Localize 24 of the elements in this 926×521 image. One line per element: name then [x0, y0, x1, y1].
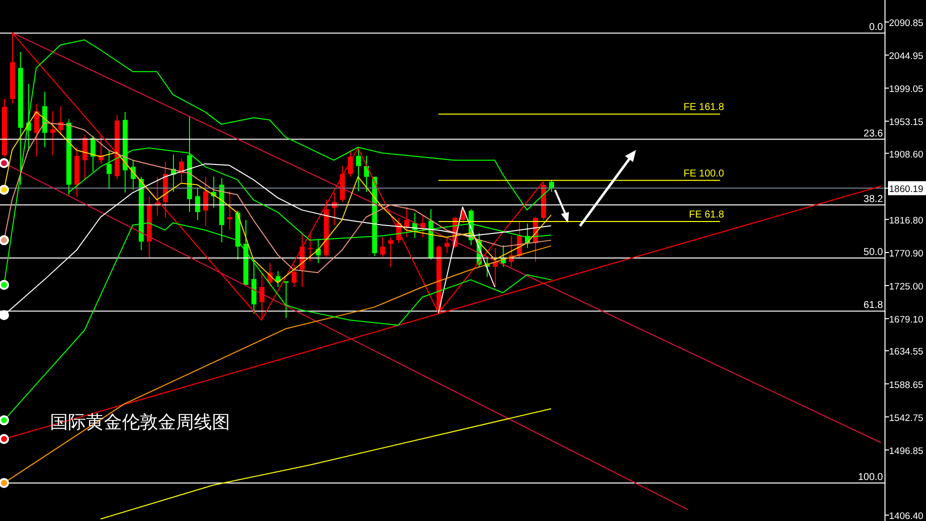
y-tick-label: 1908.60	[889, 149, 924, 160]
y-tick-label: 2044.95	[889, 51, 924, 62]
y-tick-label: 1496.85	[889, 446, 924, 457]
series-label: FE 161.8	[683, 102, 724, 114]
y-tick-label: 1542.75	[889, 412, 924, 424]
y-tick-label: 1999.05	[889, 84, 924, 96]
y-tick-label: 2090.85	[889, 18, 924, 30]
y-tick-label: 1679.10	[889, 314, 924, 326]
y-tick-label: 1770.90	[889, 248, 924, 260]
y-tick-label: 1588.65	[889, 380, 924, 391]
y-tick-label: 1725.00	[889, 282, 924, 293]
y-tick-label: 1816.80	[889, 215, 924, 226]
series-label: FE 100.0	[683, 168, 724, 180]
annotation: 0.0	[869, 22, 884, 34]
annotation: 23.6	[864, 128, 884, 140]
y-tick-label: 1634.55	[889, 346, 924, 358]
y-tick-label: 1953.15	[889, 117, 924, 128]
y-tick-label: 1406.40	[889, 511, 924, 521]
annotation: 100.0	[858, 472, 884, 483]
annotation: 50.0	[864, 246, 884, 258]
y-tick-label: 1860.19	[889, 184, 924, 196]
series-label: FE 61.8	[689, 209, 724, 220]
annotation: 38.2	[864, 194, 884, 205]
annotation: 61.8	[864, 300, 884, 312]
